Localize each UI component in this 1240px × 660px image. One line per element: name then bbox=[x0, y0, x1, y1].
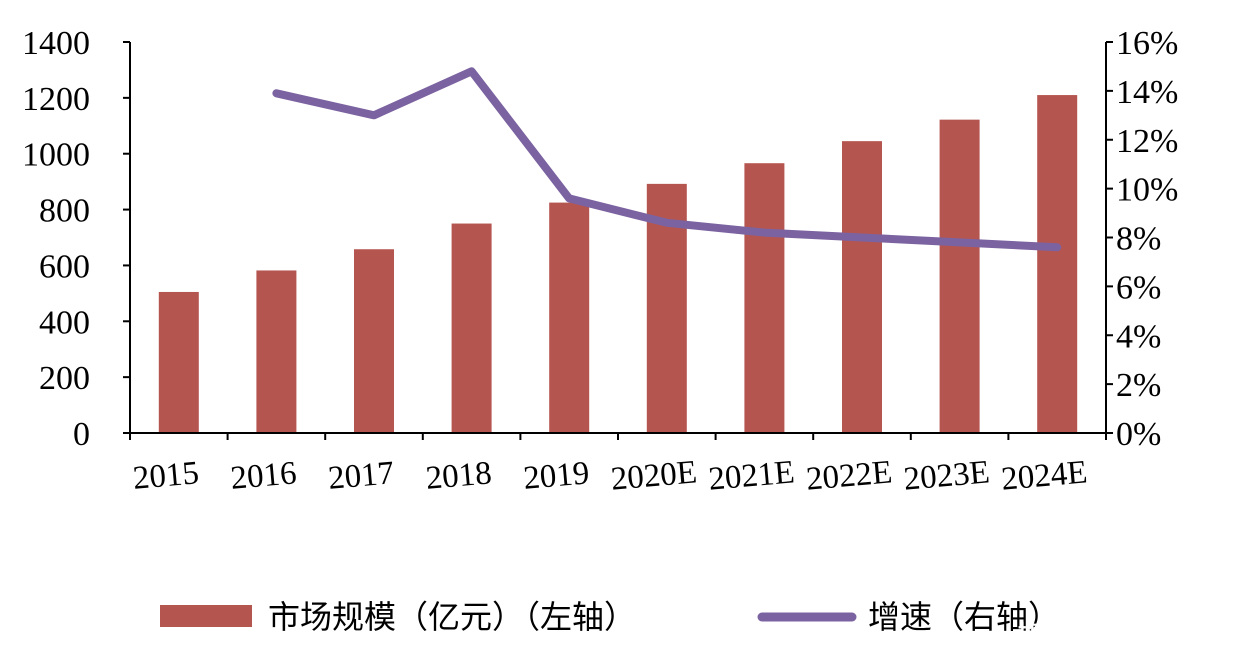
legend-bar-swatch bbox=[160, 605, 252, 627]
x-axis-category-label: 2024E bbox=[1000, 454, 1089, 497]
x-axis-category-label: 2023E bbox=[902, 454, 991, 497]
watermark: 搜狐号@千际咨询 bbox=[1018, 621, 1194, 647]
right-axis-tick-label: 6% bbox=[1116, 269, 1161, 306]
bar-series bbox=[158, 95, 1078, 434]
x-axis: 2015 2016 2017 2018 2019 2020E 2021E 2022E 2023E… bbox=[129, 432, 1107, 498]
right-axis-tick-label: 4% bbox=[1116, 318, 1161, 355]
growth-line-series bbox=[272, 67, 1062, 252]
bar-2018 bbox=[451, 223, 492, 433]
bar-2023E bbox=[939, 119, 980, 434]
legend-line-label: 增速（右轴） bbox=[868, 598, 1060, 636]
right-axis-tick-label: 12% bbox=[1116, 123, 1178, 160]
left-axis-tick-label: 1400 bbox=[22, 25, 90, 62]
growth-point-2022E bbox=[861, 236, 863, 239]
growth-point-2019 bbox=[568, 197, 571, 200]
left-axis-tick-label: 400 bbox=[39, 304, 90, 341]
left-axis-tick-label: 1200 bbox=[22, 81, 90, 118]
left-axis-tick-label: 0 bbox=[73, 416, 90, 453]
bar-2022E bbox=[842, 141, 882, 433]
right-axis-tick-label: 14% bbox=[1116, 74, 1178, 111]
growth-point-2018 bbox=[470, 70, 473, 73]
right-axis: 0% 2% 4% 6% 8% 10% 12% 14% 16% bbox=[1105, 25, 1178, 453]
x-axis-category-label: 2015 bbox=[131, 455, 200, 497]
growth-point-2016 bbox=[275, 92, 278, 95]
x-axis-category-label: 2017 bbox=[327, 455, 396, 497]
right-axis-tick-label: 0% bbox=[1116, 416, 1161, 453]
right-axis-tick-label: 2% bbox=[1116, 367, 1161, 404]
x-axis-category-label: 2018 bbox=[424, 455, 493, 497]
left-axis: 0 200 400 600 800 1000 1200 1400 bbox=[22, 25, 131, 453]
x-axis-category-label: 2016 bbox=[229, 455, 298, 497]
left-axis-tick-label: 600 bbox=[39, 248, 90, 285]
bar-2016 bbox=[256, 270, 297, 433]
left-axis-tick-label: 200 bbox=[39, 360, 90, 397]
legend: 市场规模（亿元）（左轴） 增速（右轴） bbox=[160, 598, 1060, 636]
x-axis-category-label: 2021E bbox=[707, 454, 796, 497]
bar-2024E bbox=[1037, 95, 1078, 434]
right-axis-tick-label: 8% bbox=[1116, 221, 1161, 258]
x-axis-category-label: 2019 bbox=[522, 455, 591, 497]
x-axis-category-label: 2022E bbox=[805, 454, 894, 497]
growth-point-2021E bbox=[763, 231, 766, 234]
right-axis-tick-label: 10% bbox=[1116, 172, 1178, 209]
growth-point-2017 bbox=[373, 114, 375, 117]
bar-2021E bbox=[744, 163, 785, 433]
bar-2015 bbox=[158, 291, 199, 433]
bar-2019 bbox=[549, 202, 590, 433]
left-axis-tick-label: 1000 bbox=[22, 137, 90, 174]
growth-point-2020E bbox=[665, 221, 668, 224]
growth-point-2023E bbox=[958, 241, 961, 244]
legend-bar-label: 市场规模（亿元）（左轴） bbox=[268, 598, 636, 636]
bar-2017 bbox=[354, 249, 394, 433]
x-axis-category-label: 2020E bbox=[609, 454, 698, 497]
left-axis-tick-label: 800 bbox=[39, 193, 90, 230]
growth-point-2024E bbox=[1056, 246, 1059, 249]
right-axis-tick-label: 16% bbox=[1116, 25, 1178, 62]
watermark-text: 搜狐号@千际咨询 bbox=[1018, 621, 1194, 647]
